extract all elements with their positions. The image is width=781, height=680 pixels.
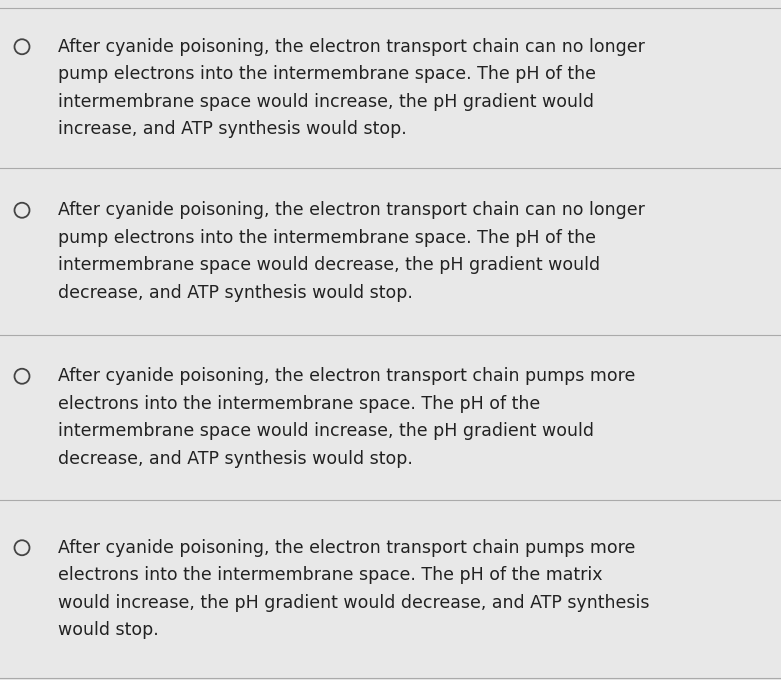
Text: pump electrons into the intermembrane space. The pH of the: pump electrons into the intermembrane sp…	[58, 65, 596, 83]
Text: electrons into the intermembrane space. The pH of the: electrons into the intermembrane space. …	[58, 395, 540, 413]
Text: After cyanide poisoning, the electron transport chain pumps more: After cyanide poisoning, the electron tr…	[58, 539, 636, 557]
Text: increase, and ATP synthesis would stop.: increase, and ATP synthesis would stop.	[58, 120, 407, 138]
Text: intermembrane space would increase, the pH gradient would: intermembrane space would increase, the …	[58, 422, 594, 440]
Text: After cyanide poisoning, the electron transport chain can no longer: After cyanide poisoning, the electron tr…	[58, 38, 645, 56]
Text: decrease, and ATP synthesis would stop.: decrease, and ATP synthesis would stop.	[58, 284, 413, 302]
Text: would stop.: would stop.	[58, 622, 159, 639]
Text: electrons into the intermembrane space. The pH of the matrix: electrons into the intermembrane space. …	[58, 566, 602, 584]
Text: would increase, the pH gradient would decrease, and ATP synthesis: would increase, the pH gradient would de…	[58, 594, 650, 612]
Text: intermembrane space would increase, the pH gradient would: intermembrane space would increase, the …	[58, 92, 594, 111]
Text: After cyanide poisoning, the electron transport chain pumps more: After cyanide poisoning, the electron tr…	[58, 367, 636, 386]
Text: intermembrane space would decrease, the pH gradient would: intermembrane space would decrease, the …	[58, 256, 600, 274]
Text: After cyanide poisoning, the electron transport chain can no longer: After cyanide poisoning, the electron tr…	[58, 201, 645, 219]
Text: decrease, and ATP synthesis would stop.: decrease, and ATP synthesis would stop.	[58, 449, 413, 468]
Text: pump electrons into the intermembrane space. The pH of the: pump electrons into the intermembrane sp…	[58, 228, 596, 247]
